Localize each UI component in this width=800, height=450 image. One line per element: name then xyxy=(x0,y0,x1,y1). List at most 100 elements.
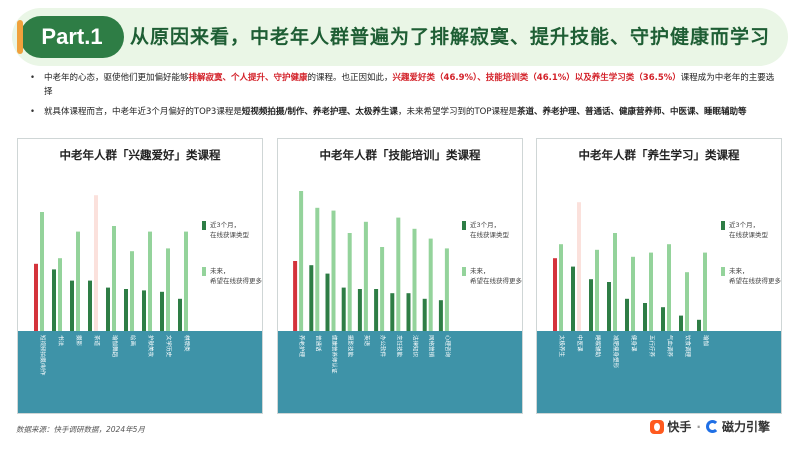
page-title: 从原因来看，中老年人群普遍为了排解寂寞、提升技能、守护健康而学习 xyxy=(130,26,771,48)
category-label: 中医课 xyxy=(576,335,584,352)
chart-svg: 养老护理 普通话 健康营养师认证 摄影技能 英语 办公软件 烹饪技能 法律知识 网络营销 心理咨询… xyxy=(278,191,523,413)
legend-swatch xyxy=(202,221,206,230)
bar-future xyxy=(559,244,563,331)
bullet-highlight: 排解寂寞、个人提升、守护健康 xyxy=(188,73,308,83)
category-label: 茶道 xyxy=(93,335,101,347)
bar-recent xyxy=(160,291,164,331)
category-label: 心理咨询 xyxy=(444,335,452,358)
chart-svg: 太极养生 中医课 睡眠辅助 减肥瘦身塑形 健身课 五行疗养 气血调养 饮食调理 瑜伽 近3个月，在… xyxy=(537,202,781,413)
bar-recent xyxy=(52,269,56,331)
bar-recent xyxy=(374,289,379,331)
category-label: 办公软件 xyxy=(379,335,387,358)
category-label: 绘画 xyxy=(129,335,137,346)
bar-recent xyxy=(178,298,182,331)
category-label: 瑜伽 xyxy=(702,335,710,347)
bar-recent xyxy=(697,319,701,331)
bar-recent xyxy=(34,263,38,331)
category-label: 法律知识 xyxy=(412,335,420,358)
bar-recent xyxy=(661,307,665,331)
header-banner: Part.1 从原因来看，中老年人群普遍为了排解寂寞、提升技能、守护健康而学习 xyxy=(12,8,788,66)
legend-label: 未来， xyxy=(729,266,749,275)
category-label: 烹饪技能 xyxy=(395,335,403,358)
legend-label: 在线获课类型 xyxy=(729,230,769,239)
bar-recent xyxy=(390,293,395,331)
legend-label: 在线获课类型 xyxy=(210,230,250,239)
legend-swatch xyxy=(462,221,466,230)
bar-future xyxy=(363,221,368,331)
category-label: 护肤美妆 xyxy=(147,335,155,358)
bar-future xyxy=(40,212,44,331)
bar-future xyxy=(184,231,188,331)
legend-swatch xyxy=(721,267,725,276)
chart-base-band xyxy=(537,331,781,413)
bar-recent xyxy=(422,298,427,331)
category-label: 健身课 xyxy=(630,335,638,352)
chart-title: 中老年人群「技能培训」类课程 xyxy=(319,148,481,162)
bar-future xyxy=(613,233,617,331)
category-label: 减肥瘦身塑形 xyxy=(612,335,620,369)
bullet-list: 中老年的心态，驱使他们更加偏好能够排解寂寞、个人提升、守护健康的课程。也正因如此… xyxy=(30,71,780,125)
legend-swatch xyxy=(721,221,725,230)
category-label: 书法 xyxy=(57,335,65,347)
bar-future xyxy=(444,248,449,331)
category-label: 棋牌类 xyxy=(183,335,191,352)
bar-future xyxy=(148,231,152,331)
bar-future xyxy=(595,249,599,331)
category-label: 瑜伽舞蹈 xyxy=(111,335,119,358)
bullet-item: 中老年的心态，驱使他们更加偏好能够排解寂寞、个人提升、守护健康的课程。也正因如此… xyxy=(30,71,780,99)
bar-recent xyxy=(406,293,411,331)
bullet-text: ，未来希望学习到的TOP课程是 xyxy=(397,107,517,117)
bullet-emphasis: 短视频拍摄/制作、养老护理、太极养生课 xyxy=(241,107,398,117)
bar-recent xyxy=(553,258,557,331)
category-label: 睡眠辅助 xyxy=(594,335,602,358)
bullet-text: 课程成为中老年的主要选择 xyxy=(44,73,775,97)
bullet-text: 的课程。也正因如此， xyxy=(307,73,393,83)
category-label: 短视频拍摄/制作 xyxy=(39,335,47,376)
legend-label: 未来， xyxy=(470,266,490,275)
bullet-text: 中老年的心态，驱使他们更加偏好能够 xyxy=(44,73,189,83)
chart-panel-health: 中老年人群「养生学习」类课程 太极养生 中医课 睡眠辅助 减肥瘦身塑形 健身课 五行疗养 气… xyxy=(536,138,782,414)
legend-swatch xyxy=(462,267,466,276)
category-label: 文学历史 xyxy=(165,335,173,358)
bar-recent xyxy=(438,300,443,331)
bar-future xyxy=(315,207,320,331)
bar-recent xyxy=(293,261,298,331)
bullet-text: 就具体课程而言，中老年近3个月偏好的TOP3课程是 xyxy=(44,107,242,117)
bar-recent xyxy=(325,273,330,331)
bullet-emphasis: 茶道、养老护理、普通话、健康营养师、中医课、睡眠辅助等 xyxy=(516,107,747,117)
brand-separator: · xyxy=(696,419,701,434)
chart-title: 中老年人群「养生学习」类课程 xyxy=(578,148,740,162)
bar-future xyxy=(130,251,134,331)
legend-label: 在线获课类型 xyxy=(470,230,510,239)
chart-svg: 短视频拍摄/制作 书法 摄影 茶道 瑜伽舞蹈 绘画 护肤美妆 文学历史 棋牌类 近3个月，在线获课… xyxy=(18,195,262,413)
cili-logo-icon xyxy=(705,420,719,433)
chart-base-band xyxy=(18,331,262,413)
category-label: 养老护理 xyxy=(298,335,306,358)
category-label: 摄影技能 xyxy=(347,335,355,358)
bar-future xyxy=(685,272,689,331)
bar-future xyxy=(331,210,336,331)
category-label: 英语 xyxy=(363,335,371,347)
bar-recent xyxy=(643,303,647,331)
bar-future xyxy=(166,248,170,331)
bar-recent xyxy=(142,290,146,331)
brand-logos: 快手 · 磁力引擎 xyxy=(650,418,770,435)
chart-title: 中老年人群「兴趣爱好」类课程 xyxy=(59,148,221,162)
bar-recent xyxy=(341,287,346,331)
bar-recent xyxy=(679,315,683,331)
legend-label: 近3个月， xyxy=(470,220,500,229)
kuaishou-logo-icon xyxy=(650,419,665,434)
bar-recent xyxy=(571,266,575,331)
bar-future xyxy=(112,226,116,331)
legend-label: 近3个月， xyxy=(729,220,759,229)
bar-future xyxy=(428,238,433,331)
bar-recent xyxy=(88,280,92,331)
category-label: 饮食调理 xyxy=(684,335,692,358)
legend-label: 希望在线获得更多类型 xyxy=(470,276,523,285)
bar-future xyxy=(649,252,653,331)
bar-recent xyxy=(106,287,110,331)
category-label: 摄影 xyxy=(75,335,83,347)
bar-recent xyxy=(625,298,629,331)
chart-panel-skill: 中老年人群「技能培训」类课程 养老护理 普通话 健康营养师认证 摄影技能 英语 办公软件烹… xyxy=(277,138,523,414)
chart-base-band xyxy=(278,331,522,413)
